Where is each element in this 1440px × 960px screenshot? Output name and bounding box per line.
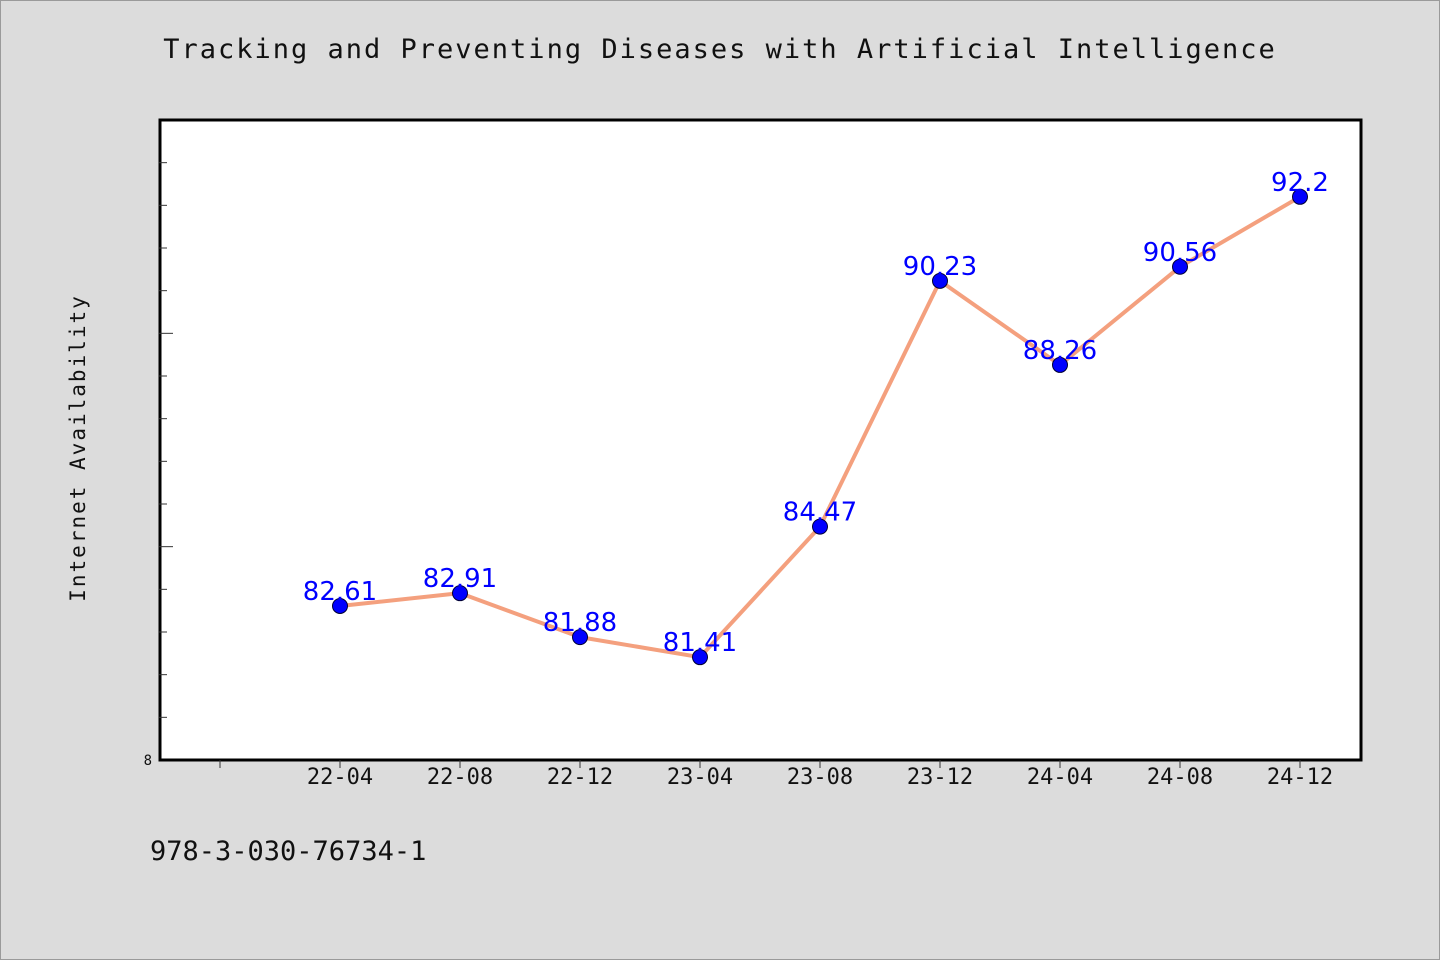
x-tick-label: 23-08 [787, 765, 853, 790]
x-tick-label: 23-12 [907, 765, 973, 790]
x-axis-ticks: 22-04 22-08 22-12 23-04 23-08 23-12 24-04 24-08… [219, 760, 1333, 790]
series-group: 82.61 82.91 81.88 81.41 84.47 90.23 88.26 90.56… [303, 168, 1329, 666]
data-point [452, 585, 468, 602]
chart-title: Tracking and Preventing Diseases with Ar… [163, 34, 1277, 65]
data-label: 82.91 [423, 564, 497, 594]
data-point [572, 629, 588, 646]
data-label: 81.88 [543, 608, 617, 638]
data-point [1292, 188, 1308, 205]
data-label: 90.56 [1143, 238, 1217, 268]
y-axis-min-label: 8 [144, 753, 152, 769]
x-tick-label: 23-04 [667, 765, 733, 790]
data-label: 88.26 [1023, 336, 1097, 366]
data-point [1172, 258, 1188, 275]
x-tick-label: 22-08 [427, 765, 493, 790]
data-label: 82.61 [303, 577, 377, 607]
data-point [812, 518, 828, 535]
y-axis-ticks [159, 162, 173, 718]
data-point [332, 597, 348, 614]
data-point [1052, 356, 1068, 373]
data-label: 84.47 [783, 498, 857, 528]
x-tick-label: 24-08 [1147, 765, 1213, 790]
data-point [692, 649, 708, 666]
x-tick-label: 22-04 [307, 765, 373, 790]
data-label: 81.41 [663, 628, 737, 658]
footer-code: 978-3-030-76734-1 [150, 836, 427, 867]
x-tick-label: 22-12 [547, 765, 613, 790]
x-tick-label: 24-12 [1267, 765, 1333, 790]
plot-area [158, 118, 1363, 762]
data-label: 92.2 [1271, 168, 1329, 198]
data-label: 90.23 [903, 252, 977, 282]
x-tick-label: 24-04 [1027, 765, 1093, 790]
data-point [932, 272, 948, 289]
